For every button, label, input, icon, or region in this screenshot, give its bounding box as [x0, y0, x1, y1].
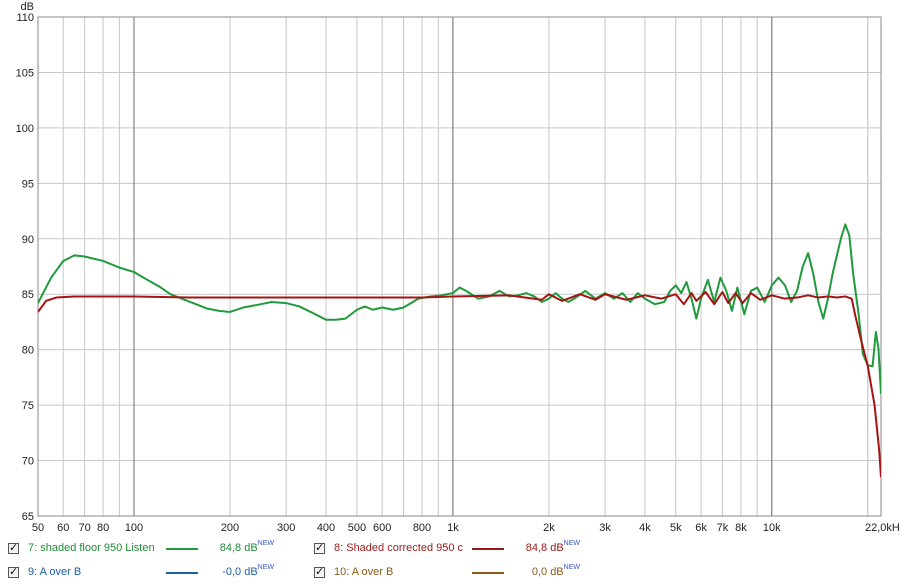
series-swatch	[472, 548, 504, 550]
checkbox-icon[interactable]	[314, 541, 325, 554]
x-tick-label: 400	[317, 522, 335, 534]
x-tick-label: 4k	[639, 522, 651, 534]
x-tick-label: 80	[97, 522, 109, 534]
y-tick-label: 95	[22, 178, 34, 190]
checkbox-icon[interactable]	[314, 565, 325, 578]
legend-value: -0,0 dBNEW	[222, 564, 274, 578]
x-tick-label: 10k	[763, 522, 781, 534]
x-tick-label: 300	[277, 522, 295, 534]
series-swatch	[166, 572, 198, 574]
x-tick-label: 3k	[599, 522, 611, 534]
x-tick-label: 50	[32, 522, 44, 534]
y-axis-label: dB	[21, 1, 34, 13]
legend-item-9[interactable]: 9: A over B -0,0 dBNEW	[8, 564, 298, 584]
y-tick-label: 70	[22, 456, 34, 468]
y-tick-label: 100	[16, 123, 34, 135]
series-swatch	[166, 548, 198, 550]
x-tick-label: 600	[373, 522, 391, 534]
series-line-8	[38, 291, 881, 478]
legend-item-8[interactable]: 8: Shaded corrected 950 c 84,8 dBNEW	[314, 540, 614, 560]
y-tick-label: 65	[22, 511, 34, 523]
legend-item-10[interactable]: 10: A over B 0,0 dBNEW	[314, 564, 614, 584]
y-tick-label: 90	[22, 234, 34, 246]
y-tick-label: 105	[16, 67, 34, 79]
x-tick-label: 100	[125, 522, 143, 534]
plot-area	[38, 17, 881, 516]
legend-label: 10: A over B	[334, 566, 394, 578]
checkbox-icon[interactable]	[8, 565, 19, 578]
x-tick-label: 60	[57, 522, 69, 534]
checkbox-icon[interactable]	[8, 541, 19, 554]
x-tick-label: 5k	[670, 522, 682, 534]
x-tick-label: 200	[221, 522, 239, 534]
x-tick-label: 800	[413, 522, 431, 534]
x-tick-label: 6k	[695, 522, 707, 534]
y-tick-label: 85	[22, 289, 34, 301]
series-swatch	[472, 572, 504, 574]
legend-value: 0,0 dBNEW	[531, 564, 580, 578]
legend-label: 7: shaded floor 950 Listen	[28, 542, 155, 554]
x-tick-label: 7k	[717, 522, 729, 534]
y-tick-label: 75	[22, 400, 34, 412]
x-tick-label: 70	[78, 522, 90, 534]
x-tick-label: 1k	[447, 522, 459, 534]
x-tick-label: 22,0kHz	[865, 522, 900, 534]
legend-label: 9: A over B	[28, 566, 82, 578]
x-tick-label: 8k	[735, 522, 747, 534]
y-tick-label: 110	[16, 12, 34, 24]
legend-label: 8: Shaded corrected 950 c	[334, 542, 464, 554]
legend-value: 84,8 dBNEW	[525, 540, 580, 554]
x-tick-label: 500	[348, 522, 366, 534]
legend-value: 84,8 dBNEW	[219, 540, 274, 554]
legend-item-7[interactable]: 7: shaded floor 950 Listen 84,8 dBNEW	[8, 540, 298, 560]
series-line-7	[38, 223, 881, 395]
plot-frame	[37, 16, 882, 517]
x-tick-label: 2k	[543, 522, 555, 534]
y-tick-label: 80	[22, 345, 34, 357]
legend: 7: shaded floor 950 Listen 84,8 dBNEW 8:…	[0, 538, 900, 588]
